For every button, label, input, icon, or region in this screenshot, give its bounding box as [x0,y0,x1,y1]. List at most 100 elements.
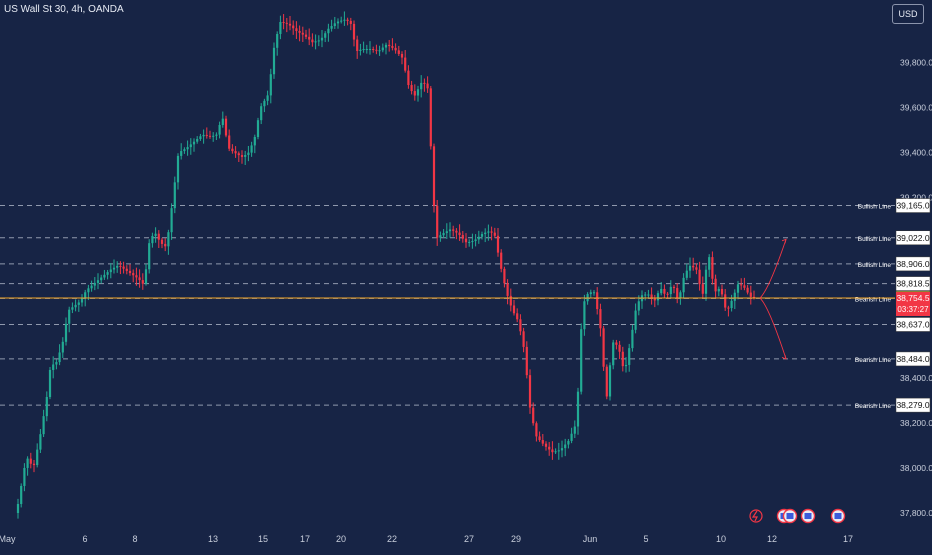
candle-body-49 [173,182,176,209]
candle-body-210 [688,265,692,271]
candle-body-135 [448,229,452,232]
level-price-text-3: 38,818.5 [896,279,929,289]
candle-body-98 [330,26,333,29]
candle-body-66 [228,135,231,149]
candle-body-44 [157,233,160,240]
candle-body-103 [346,19,349,21]
candle-body-43 [154,233,157,236]
candle-body-207 [679,292,682,298]
y-tick-label-3: 39,200.0 [900,193,932,203]
candle-body-40 [144,269,148,284]
candle-body-53 [186,147,189,150]
candle-body-125 [416,89,420,96]
y-tick-label-5: 38,200.0 [900,418,932,428]
candle-body-213 [698,269,701,285]
candle-body-104 [349,20,352,24]
candle-body-54 [189,144,192,148]
candle-body-214 [701,284,704,294]
candle-body-189 [621,351,624,367]
level-label-0: Bullish Line [858,204,892,211]
x-tick-label-12: 10 [716,534,726,544]
candle-body-12 [55,362,58,365]
candle-body-150 [496,235,500,253]
candle-body-61 [212,135,215,137]
level-price-text-7: 38,279.0 [896,400,929,410]
candle-body-26 [100,277,103,281]
candle-body-29 [109,269,112,273]
candle-body-170 [560,448,564,451]
candle-body-180 [592,292,596,294]
candle-body-168 [554,451,557,453]
candle-body-151 [500,252,503,269]
candle-body-201 [660,288,663,294]
candle-body-22 [87,288,90,293]
candle-body-191 [628,348,631,365]
candle-body-4 [29,458,32,464]
candle-body-65 [224,118,228,136]
x-tick-label-0: May [0,534,16,544]
candle-body-25 [96,280,100,283]
candle-body-209 [685,270,688,278]
candle-body-199 [653,298,656,301]
candle-body-45 [160,239,164,244]
candle-body-1 [20,485,23,504]
candle-body-52 [183,149,186,152]
level-label-2: Bullish Line [858,262,892,269]
candle-body-107 [359,49,362,51]
candle-body-223 [730,300,733,309]
candle-body-225 [736,284,740,293]
candle-body-185 [608,365,612,397]
candle-body-32 [119,265,122,267]
candle-body-74 [253,137,256,146]
candle-body-34 [125,268,128,271]
candle-body-108 [362,49,365,51]
candle-body-155 [512,305,516,314]
candle-body-97 [327,28,330,34]
candle-body-113 [378,50,381,52]
candle-body-153 [506,283,509,296]
candle-body-218 [714,278,717,292]
candle-body-101 [340,20,343,22]
candle-body-159 [525,346,528,376]
x-tick-label-2: 8 [132,534,137,544]
candle-body-14 [61,341,64,353]
level-price-text-2: 38,906.0 [896,259,929,269]
candle-body-188 [618,344,621,352]
projection-arrow-up[interactable] [759,239,787,299]
level-price-text-5: 38,637.0 [896,319,929,329]
candle-body-16 [68,309,71,324]
lightning-bolt-icon [751,510,758,522]
candle-body-106 [356,39,359,51]
candle-body-200 [656,293,660,301]
event-lightning-icon[interactable] [749,509,763,523]
currency-button[interactable]: USD [892,4,924,24]
x-tick-label-9: 29 [511,534,521,544]
candle-body-63 [218,124,221,135]
y-tick-label-4: 38,400.0 [900,373,932,383]
candle-body-162 [535,423,538,437]
x-tick-label-7: 22 [387,534,397,544]
candle-body-17 [71,307,74,310]
projection-arrowhead-up [781,238,787,244]
candle-body-215 [704,269,708,294]
x-tick-label-13: 12 [767,534,777,544]
candle-body-88 [298,30,301,33]
level-label-1: Bullish Line [858,236,892,243]
candle-body-171 [564,444,567,449]
candle-body-132 [439,235,442,238]
candle-body-138 [458,232,461,236]
candle-body-123 [410,85,413,92]
candle-body-181 [596,292,599,310]
candle-body-24 [93,282,96,286]
candle-body-140 [464,238,468,243]
projection-arrow-down[interactable] [759,297,787,360]
candle-body-202 [663,288,666,294]
candle-body-82 [279,21,282,34]
candle-body-83 [282,21,285,23]
candle-body-90 [304,34,308,37]
candle-body-197 [647,294,650,296]
candle-body-127 [423,82,426,84]
candle-body-117 [391,46,394,48]
